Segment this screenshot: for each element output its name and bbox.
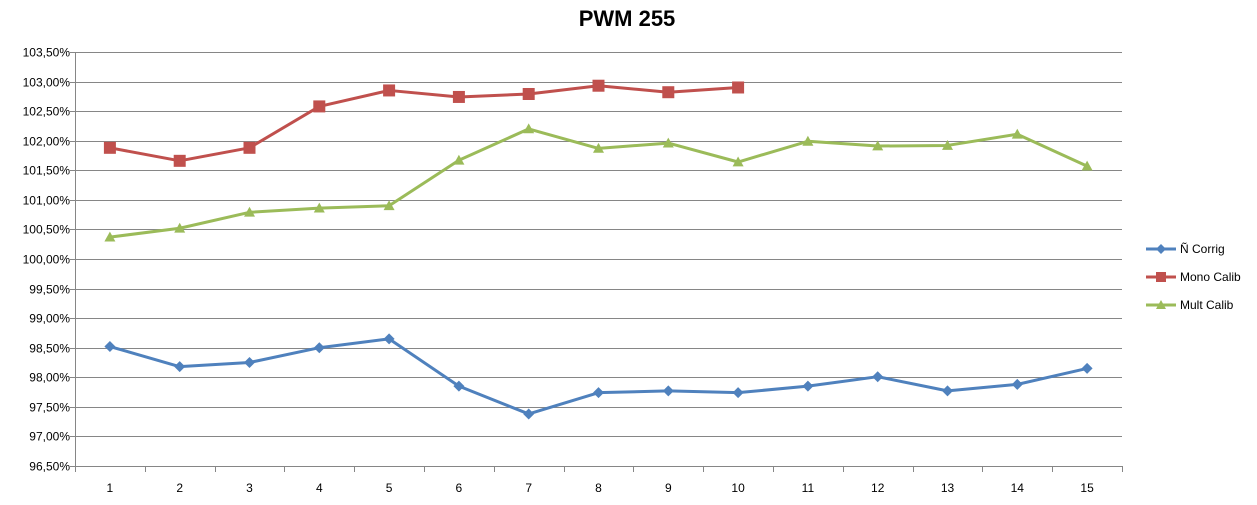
data-point: [872, 140, 884, 151]
legend-marker: [1156, 272, 1166, 282]
series-group: [103, 79, 1093, 420]
data-point: [243, 141, 256, 154]
data-point: [802, 380, 814, 392]
data-point: [942, 385, 953, 397]
chart-title: PWM 255: [579, 6, 676, 31]
data-point: [732, 387, 744, 399]
data-point: [313, 100, 326, 113]
data-point: [942, 139, 953, 150]
data-point: [174, 361, 186, 373]
y-tick-label: 97,50%: [29, 401, 70, 415]
y-tick-label: 100,50%: [23, 223, 71, 237]
data-point: [732, 81, 745, 94]
data-point: [383, 84, 396, 97]
data-point: [662, 385, 674, 397]
legend-item: Ñ Corrig: [1146, 242, 1225, 256]
data-point: [1011, 128, 1023, 139]
y-tick-label: 103,50%: [23, 46, 71, 60]
x-tick-label: 2: [176, 481, 183, 495]
y-tick-label: 99,00%: [29, 312, 70, 326]
data-point: [452, 90, 465, 103]
y-tick-label: 99,50%: [29, 283, 70, 297]
x-tick-label: 1: [107, 481, 114, 495]
y-tick-label: 100,00%: [23, 253, 71, 267]
legend-label: Mono Calib: [1180, 270, 1241, 284]
y-tick-label: 97,00%: [29, 430, 70, 444]
x-tick-label: 8: [595, 481, 602, 495]
data-point: [174, 222, 186, 233]
y-tick-label: 101,50%: [23, 164, 71, 178]
data-point: [732, 156, 744, 167]
y-tick-label: 98,50%: [29, 342, 70, 356]
axes: 96,50% 97,00% 97,50% 98,00% 98,50% 99,00% 99,5…: [23, 46, 1123, 495]
series-corrig: [104, 333, 1093, 420]
y-tick-label: 102,00%: [23, 135, 71, 149]
x-tick-label: 10: [731, 481, 745, 495]
data-point: [802, 135, 814, 146]
legend-marker: [1156, 244, 1166, 254]
x-tick-label: 3: [246, 481, 253, 495]
data-point: [173, 154, 186, 167]
data-point: [104, 231, 116, 242]
x-tick-label: 7: [525, 481, 532, 495]
data-point: [313, 342, 325, 354]
series-mono-calib: [103, 79, 745, 167]
data-point: [1081, 160, 1093, 171]
x-tick-label: 15: [1080, 481, 1094, 495]
data-point: [244, 206, 255, 217]
data-point: [1081, 362, 1093, 374]
data-point: [383, 200, 395, 211]
data-point: [1011, 378, 1023, 390]
legend-label: Ñ Corrig: [1180, 242, 1225, 256]
y-tick-label: 98,00%: [29, 371, 70, 385]
data-point: [662, 86, 675, 99]
data-point: [383, 333, 395, 345]
data-point: [244, 357, 255, 368]
x-tick-label: 4: [316, 481, 323, 495]
legend-label: Mult Calib: [1180, 298, 1234, 312]
data-point: [103, 141, 116, 154]
y-tick-label: 103,00%: [23, 76, 71, 90]
data-point: [104, 341, 116, 353]
y-tick-label: 101,00%: [23, 194, 71, 208]
data-point: [523, 408, 535, 420]
x-tick-label: 14: [1011, 481, 1025, 495]
legend-item: Mult Calib: [1146, 298, 1234, 312]
x-tick-label: 6: [456, 481, 463, 495]
x-tick-label: 9: [665, 481, 672, 495]
x-tick-label: 11: [802, 481, 815, 495]
data-point: [522, 87, 535, 100]
legend-item: Mono Calib: [1146, 270, 1241, 284]
data-point: [872, 371, 884, 383]
legend: Ñ Corrig Mono Calib Mult Calib: [1146, 242, 1241, 312]
data-point: [662, 137, 674, 148]
data-point: [523, 123, 535, 134]
data-point: [453, 380, 465, 392]
data-point: [592, 79, 605, 92]
data-point: [593, 142, 604, 153]
y-tick-label: 96,50%: [29, 460, 70, 474]
y-tick-label: 102,50%: [23, 105, 71, 119]
x-tick-label: 13: [941, 481, 955, 495]
data-point: [593, 387, 604, 399]
series-line: [109, 84, 739, 163]
legend-marker: [1156, 300, 1166, 309]
data-point: [453, 154, 465, 165]
data-point: [313, 202, 325, 213]
series-line: [109, 337, 1088, 416]
x-tick-label: 12: [871, 481, 885, 495]
x-tick-label: 5: [386, 481, 393, 495]
series-mult-calib: [104, 123, 1093, 242]
grid-lines: [75, 52, 1122, 467]
